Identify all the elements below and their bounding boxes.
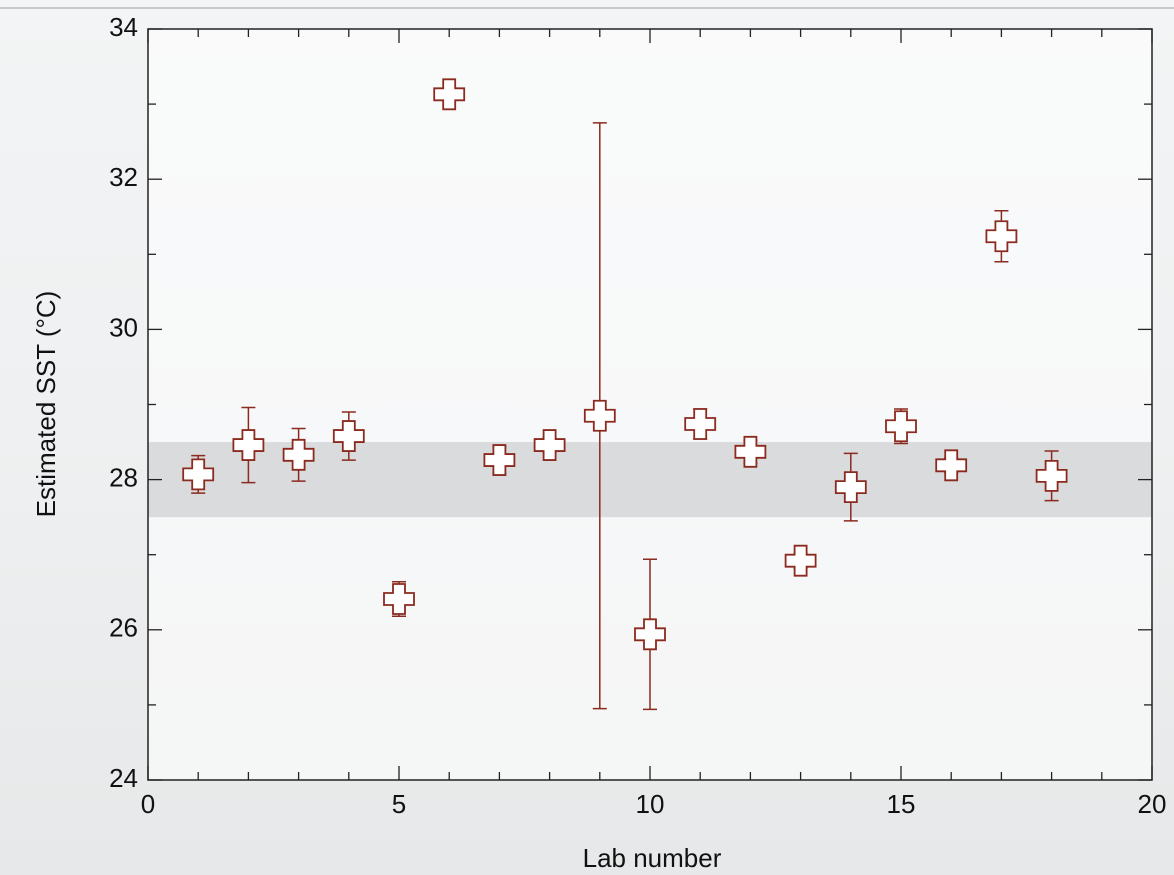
y-tick-label: 34 xyxy=(109,12,138,42)
y-tick-label: 30 xyxy=(109,312,138,342)
point xyxy=(583,399,616,432)
point xyxy=(634,618,666,651)
x-tick-label: 15 xyxy=(887,789,916,819)
reference-band xyxy=(148,442,1152,518)
point xyxy=(232,429,265,461)
x-tick-label: 5 xyxy=(392,789,406,819)
x-tick-label: 20 xyxy=(1138,789,1167,819)
x-tick-label: 10 xyxy=(636,789,665,819)
point xyxy=(483,444,516,476)
plot-area: 0 5 10 15 20 24 26 28 30 32 34 xyxy=(109,12,1166,819)
point xyxy=(684,408,717,440)
y-tick-label: 32 xyxy=(109,162,138,192)
x-tick-label: 0 xyxy=(141,789,155,819)
point xyxy=(182,458,215,491)
plot-frame xyxy=(147,28,1153,781)
point xyxy=(885,410,917,443)
point xyxy=(533,429,566,461)
point xyxy=(734,435,767,468)
point xyxy=(433,78,466,111)
y-tick-label: 24 xyxy=(109,763,138,793)
point xyxy=(834,471,867,504)
y-tick-label: 28 xyxy=(109,462,138,492)
point xyxy=(985,220,1018,253)
point xyxy=(383,583,415,615)
point xyxy=(784,544,817,577)
y-axis-label: Estimated SST (°C) xyxy=(31,291,61,518)
point xyxy=(282,438,315,471)
x-axis-label: Lab number xyxy=(583,843,722,873)
point xyxy=(935,449,968,482)
point xyxy=(332,420,365,452)
y-tick-label: 26 xyxy=(109,613,138,643)
point xyxy=(1035,459,1068,492)
